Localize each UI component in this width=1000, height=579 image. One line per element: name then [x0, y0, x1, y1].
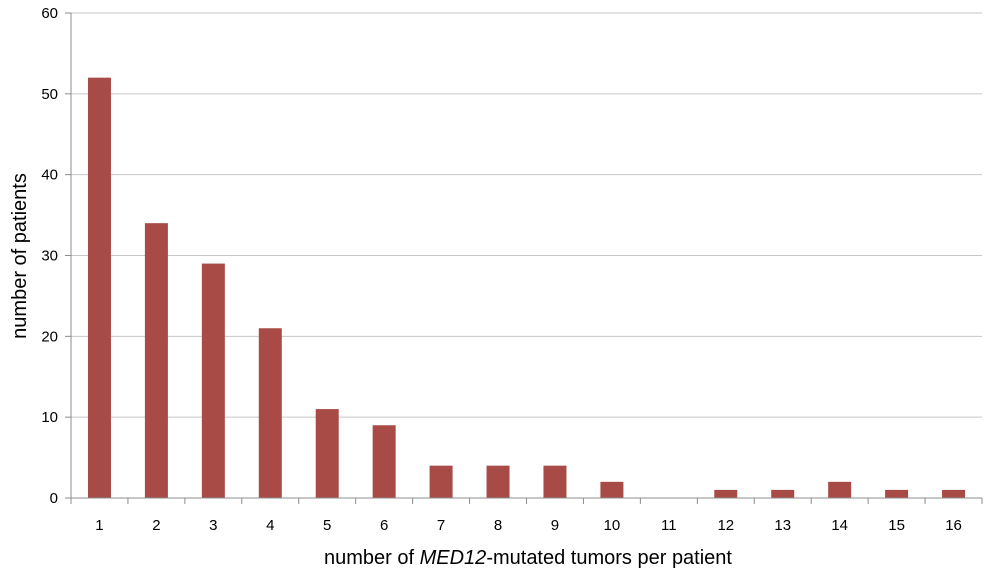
bar-10: [600, 481, 624, 498]
bar-1: [87, 77, 111, 499]
bar-6: [372, 425, 396, 498]
bar-5: [315, 409, 339, 498]
x-tick-labels: 1 2 3 4 5 6 7 8 9 10 11 12 13 14 15 16: [95, 517, 962, 534]
bar-15: [885, 489, 909, 498]
x-tick-label: 2: [152, 517, 160, 534]
x-tick-label: 6: [380, 517, 388, 534]
x-tick-label: 5: [323, 517, 331, 534]
x-tick-label: 14: [831, 517, 848, 534]
bar-13: [771, 489, 795, 498]
x-axis-title-prefix: number of: [324, 547, 420, 569]
x-tick-label: 15: [888, 517, 905, 534]
bar-4: [258, 328, 282, 498]
bar-12: [714, 489, 738, 498]
axes: [70, 13, 983, 504]
y-tick-label: 10: [41, 409, 58, 426]
x-tick-label: 8: [494, 517, 502, 534]
x-tick-label: 1: [95, 517, 103, 534]
y-tick-label: 50: [41, 86, 58, 103]
x-tick-label: 13: [774, 517, 791, 534]
x-tick-label: 12: [717, 517, 734, 534]
x-tick-label: 3: [209, 517, 217, 534]
y-tick-label: 20: [41, 328, 58, 345]
x-tick-label: 10: [604, 517, 621, 534]
y-tick-label: 30: [41, 248, 58, 265]
x-axis-title-suffix: -mutated tumors per patient: [486, 547, 732, 569]
x-tick-label: 16: [945, 517, 962, 534]
y-tick-label: 0: [50, 490, 58, 507]
y-tick-label: 60: [41, 5, 58, 22]
bar-2: [144, 223, 168, 498]
bar-7: [429, 465, 453, 498]
bar-3: [201, 263, 225, 498]
x-axis-title-gene: MED12: [420, 547, 487, 569]
bars: [87, 77, 966, 499]
y-axis-title: number of patients: [9, 173, 31, 339]
x-tick-label: 11: [661, 517, 677, 534]
bar-8: [486, 465, 510, 498]
x-tick-label: 9: [551, 517, 559, 534]
bar-9: [543, 465, 567, 498]
bar-16: [942, 489, 966, 498]
x-axis-title: number of MED12-mutated tumors per patie…: [324, 547, 732, 569]
x-tick-label: 7: [437, 517, 445, 534]
y-tick-label: 40: [41, 167, 58, 184]
y-tick-labels: 0 10 20 30 40 50 60: [41, 5, 58, 507]
bar-14: [828, 481, 852, 498]
x-tick-label: 4: [266, 517, 274, 534]
